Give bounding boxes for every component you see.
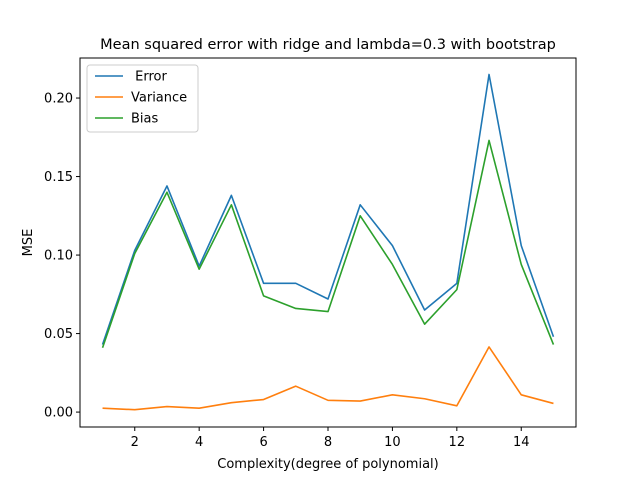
axes-frame	[79, 57, 577, 428]
x-tick-label: 4	[195, 435, 203, 450]
y-tick-label: 0.00	[44, 406, 73, 421]
x-tick-label: 10	[384, 435, 401, 450]
y-tick-label: 0.20	[44, 92, 73, 107]
x-tick-label: 14	[513, 435, 530, 450]
y-tick-label: 0.15	[44, 170, 73, 185]
legend: Error Variance Bias	[86, 64, 199, 133]
series-line-0	[101, 73, 555, 345]
y-tick-label: 0.05	[44, 327, 73, 342]
legend-label-1: Variance	[131, 91, 187, 106]
x-tick-label: 2	[131, 435, 139, 450]
y-axis-label: MSE	[21, 229, 36, 257]
series-line-1	[102, 346, 554, 411]
y-tick-label: 0.10	[44, 249, 73, 264]
chart-title: Mean squared error with ridge and lambda…	[100, 37, 556, 53]
legend-label-2: Bias	[131, 112, 158, 127]
x-axis-ticks: 2 4 6 8 10 12 14	[131, 427, 530, 450]
legend-label-0: Error	[131, 70, 167, 85]
y-axis-ticks: 0.00 0.05 0.10 0.15 0.20	[44, 92, 80, 421]
x-axis-label: Complexity(degree of polynomial)	[217, 457, 438, 472]
legend-box	[86, 64, 199, 133]
series-line-2	[101, 139, 555, 348]
series-lines	[101, 73, 555, 411]
x-tick-label: 6	[259, 435, 267, 450]
x-tick-label: 8	[324, 435, 332, 450]
x-tick-label: 12	[449, 435, 466, 450]
